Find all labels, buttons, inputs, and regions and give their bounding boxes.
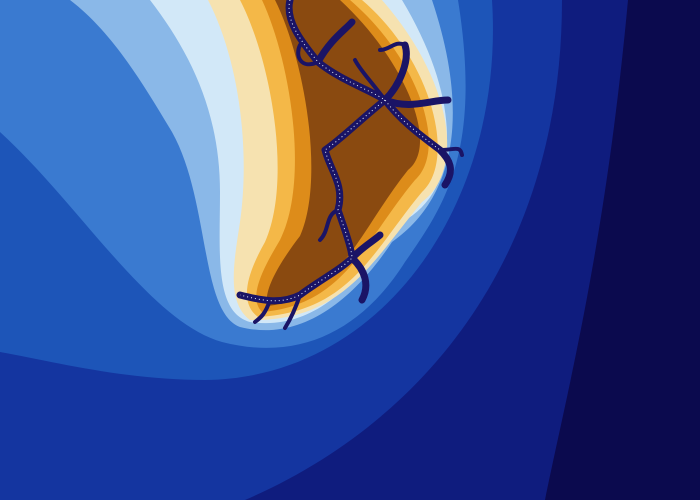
fractal-detail — [239, 0, 441, 302]
band — [266, 0, 421, 306]
